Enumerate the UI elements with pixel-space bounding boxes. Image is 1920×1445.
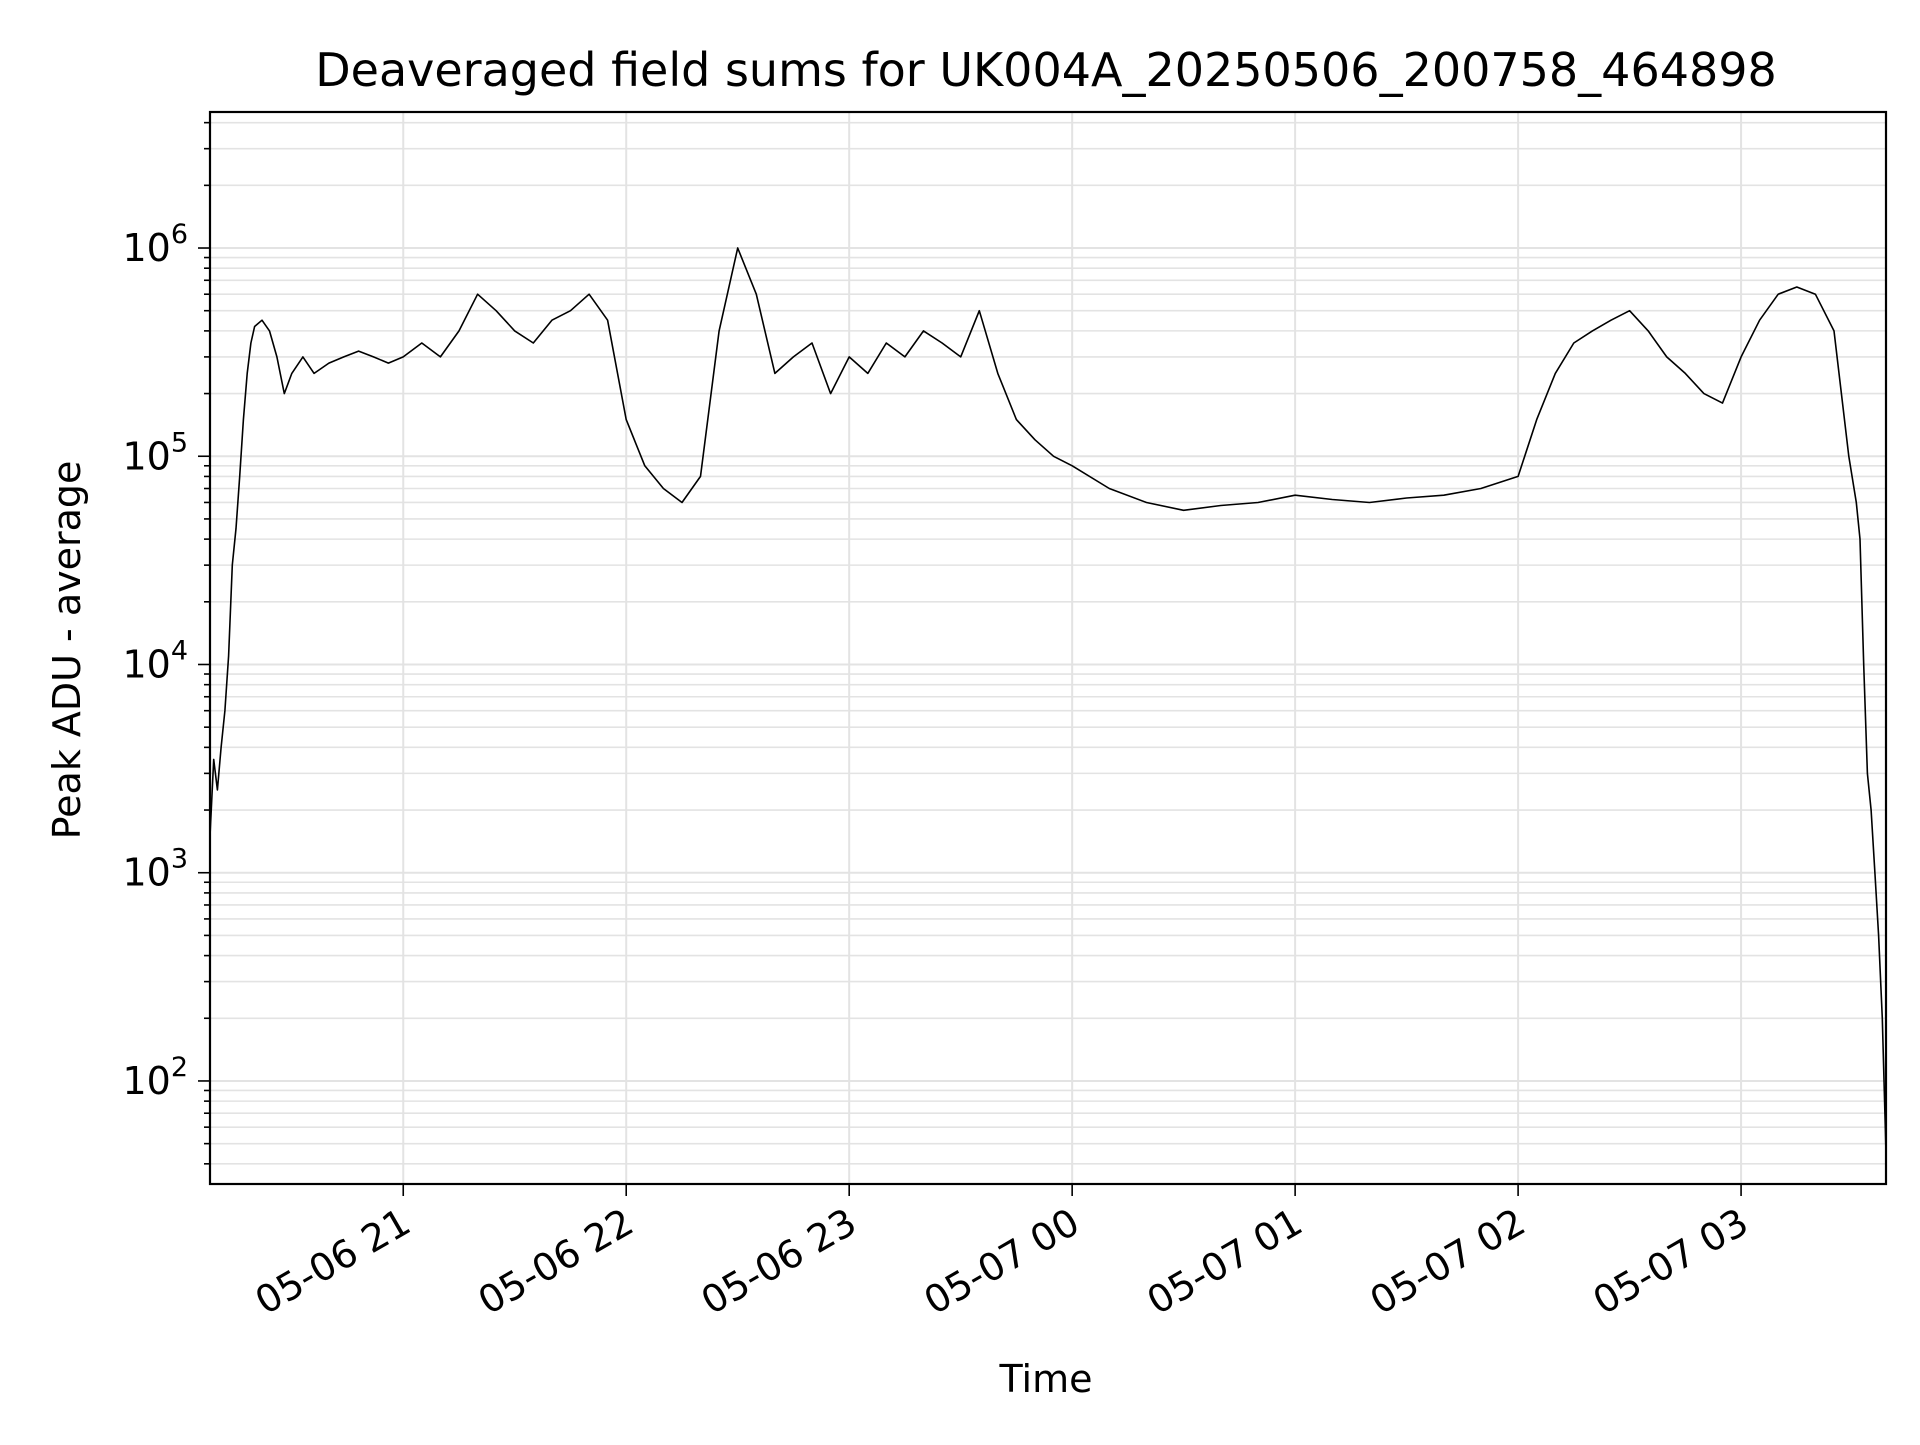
series-line: [209, 247, 1887, 1154]
plot-frame: [208, 110, 1888, 1186]
y-tick-label: 106: [122, 219, 188, 270]
x-axis-label: Time: [999, 1357, 1093, 1401]
y-tick-label: 103: [122, 844, 188, 895]
chart-title: Deaveraged field sums for UK004A_2025050…: [315, 43, 1777, 97]
y-tick-label: 105: [122, 427, 188, 478]
grid: [210, 112, 1886, 1184]
y-tick-label: 104: [122, 635, 188, 686]
y-tick-label: 102: [122, 1052, 188, 1103]
y-axis-label: Peak ADU - average: [45, 461, 89, 840]
